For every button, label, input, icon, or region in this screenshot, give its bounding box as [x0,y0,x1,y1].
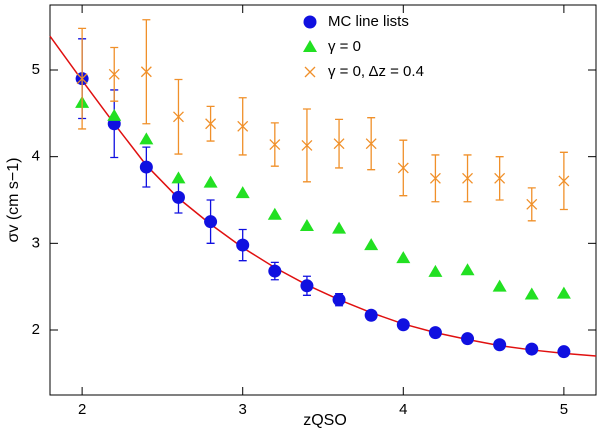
legend-marker [304,66,316,78]
point [204,215,218,229]
point [171,171,186,184]
point [526,198,538,210]
legend-marker [303,15,317,29]
point [267,207,282,220]
point [237,120,249,132]
point [493,338,507,352]
point [524,287,539,300]
point [268,264,282,278]
point [396,251,411,264]
point [396,318,410,332]
point [235,186,250,199]
x-tick-label: 4 [399,401,407,418]
point [300,279,314,293]
legend-label: MC line lists [328,13,409,30]
point [301,139,313,151]
plot-frame [49,4,597,396]
point [460,263,475,276]
legend-label: γ = 0 [328,38,361,55]
y-tick-label: 3 [32,234,40,251]
point [140,66,152,78]
point [299,219,314,231]
point [139,132,154,145]
point [558,175,570,187]
legend-marker [303,40,317,52]
point [428,264,443,277]
point [236,238,250,252]
point [494,172,506,184]
point [364,238,379,251]
legend-label: γ = 0, Δz = 0.4 [328,63,424,80]
y-tick-label: 5 [32,61,40,78]
point [492,279,507,292]
point [173,111,184,123]
y-tick-label: 4 [32,148,40,165]
point [139,160,153,174]
point [171,190,185,204]
x-tick-label: 3 [239,401,247,418]
point [108,68,120,80]
point [462,172,473,184]
point [556,286,571,299]
x-axis-label: zQSO [303,412,347,429]
point [364,308,378,322]
point [203,175,218,188]
point [525,342,539,356]
point [557,345,571,359]
point [365,138,377,150]
point [76,73,88,85]
point [397,162,409,174]
point [333,138,345,150]
point [428,326,442,340]
point [205,118,217,130]
point [429,172,441,184]
x-tick-label: 2 [78,401,86,418]
point [332,293,346,307]
point [332,221,347,234]
y-tick-label: 2 [32,321,40,338]
fit-line [49,35,597,357]
x-tick-label: 5 [560,401,568,418]
point [107,108,122,121]
point [461,332,475,346]
y-axis-label: σv (cm s−1) [5,158,22,243]
point [269,139,281,150]
